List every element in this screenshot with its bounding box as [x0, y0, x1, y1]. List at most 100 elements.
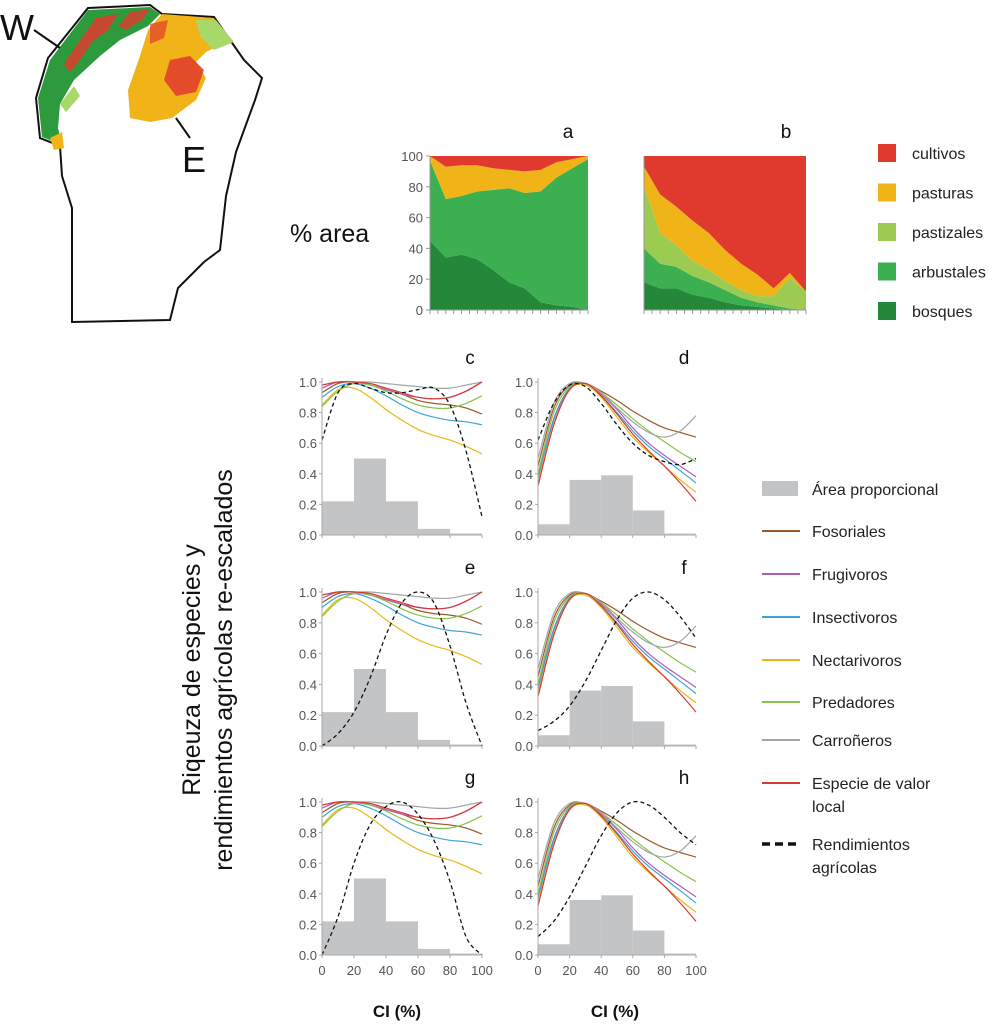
curve-panel-g: 0.0 0.2 0.4 0.6 0.8 1.0 0 20 40 60 80 100 g [299, 768, 493, 978]
map-label-e: E [182, 139, 206, 180]
curve-g-hist-bar [386, 921, 418, 955]
curve-e-ytick-label: 0.6 [299, 647, 317, 662]
curve-e-line-Predadores [321, 592, 483, 620]
curve-h-line-Especie de valor local [537, 802, 697, 922]
curve-f-line-Especie de valor local [537, 592, 697, 713]
curve-d-ytick-label: 0.6 [515, 436, 533, 451]
curve-c-ytick-label: 1.0 [299, 375, 317, 390]
curve-panel-f: 0.0 0.2 0.4 0.6 0.8 1.0 f [515, 558, 697, 754]
curve-h-ytick-label: 0.4 [515, 887, 533, 902]
curve-g-hist-bar [418, 948, 450, 955]
curve-c-line-Insectivoros [321, 382, 483, 426]
curve-legend-label: Carroñeros [812, 733, 892, 750]
panel-label-e: e [465, 558, 476, 579]
stack-b-area-pastizales [644, 186, 806, 310]
curve-e-line-Especie de valor local [321, 591, 483, 610]
curve-g-xtick-label: 20 [347, 963, 361, 978]
curve-g-line-Nectarivoros [321, 806, 483, 875]
stack-a-ytick-label: 80 [409, 180, 423, 195]
curve-legend-label: Área proporcional [812, 480, 938, 499]
curve-c-ytick-label: 0.0 [299, 528, 317, 543]
panel-label-f: f [681, 558, 687, 579]
region-map: W E [0, 3, 264, 324]
curve-d-line-Especie de valor local [537, 382, 697, 502]
curve-d-line-Predadores [537, 382, 697, 474]
curve-e-ytick-label: 0.4 [299, 677, 317, 692]
curve-e-line-Nectarivoros [321, 596, 483, 665]
curve-h-line-Insectivoros [537, 802, 697, 904]
curves-ylabel-line1: Riqeuza de especies y [178, 544, 206, 796]
curve-d-ytick-label: 0.8 [515, 406, 533, 421]
stack-legend-label-bosques: bosques [912, 304, 973, 321]
map-west-crops-2 [118, 9, 150, 30]
curve-f-line-Predadores [537, 592, 697, 685]
curve-legend: Área proporcional Fosoriales Frugivoros Ins… [762, 480, 938, 877]
curve-c-ytick-label: 0.8 [299, 406, 317, 421]
stack-legend-label-arbustales: arbustales [912, 265, 986, 282]
stack-a-area-cultivos [430, 156, 588, 172]
stack-a-ytick-label: 40 [409, 241, 423, 256]
curve-h-hist-bar [569, 899, 602, 955]
curve-g-hist-bar [354, 878, 386, 955]
stack-a-ytick-label: 60 [409, 211, 423, 226]
curve-legend-label-2: local [812, 799, 845, 816]
panel-label-h: h [679, 768, 690, 789]
curve-g-ytick-label: 1.0 [299, 795, 317, 810]
curve-legend-label-2: agrícolas [812, 860, 877, 877]
curve-c-ytick-label: 0.2 [299, 497, 317, 512]
curve-d-hist-bar [664, 533, 696, 535]
map-west-forest [38, 7, 160, 145]
curve-g-ytick-label: 0.0 [299, 948, 317, 963]
curve-legend-label: Rendimientos [812, 837, 910, 854]
curve-c-line-Rendimientos agrícolas [321, 382, 483, 517]
curve-g-xtick-label: 40 [379, 963, 393, 978]
curve-panel-d: 0.0 0.2 0.4 0.6 0.8 1.0 d [515, 348, 697, 543]
curve-h-xtick-label: 100 [685, 963, 707, 978]
curve-d-hist-bar [632, 510, 665, 535]
curve-legend-swatch-area [762, 481, 798, 496]
xlabel-left: CI (%) [373, 1002, 421, 1021]
curve-legend-label: Nectarivoros [812, 653, 902, 670]
curve-g-ytick-label: 0.8 [299, 826, 317, 841]
curve-g-ytick-label: 0.4 [299, 887, 317, 902]
curve-g-hist-bar [450, 953, 482, 955]
map-pointer-w [33, 29, 61, 49]
stack-ylabel: % area [290, 220, 369, 248]
stack-legend-swatch-pastizales [878, 223, 896, 241]
map-east-grass [196, 20, 234, 50]
curve-e-ytick-label: 1.0 [299, 585, 317, 600]
curve-g-xtick-label: 80 [443, 963, 457, 978]
curve-f-ytick-label: 0.6 [515, 647, 533, 662]
curve-c-ytick-label: 0.6 [299, 436, 317, 451]
stack-legend-swatch-bosques [878, 302, 896, 320]
curve-h-line-Rendimientos agrícolas [537, 800, 697, 938]
curve-g-line-Especie de valor local [321, 801, 483, 820]
curve-f-hist-bar [569, 690, 602, 746]
panel-label-c: c [465, 348, 475, 369]
map-east-crops-2 [150, 20, 168, 44]
curve-e-line-Rendimientos agrícolas [321, 591, 483, 747]
curve-d-line-Carroñeros [537, 381, 697, 459]
map-west-crops [64, 14, 118, 72]
curve-f-ytick-label: 0.0 [515, 739, 533, 754]
curve-c-hist-bar [418, 528, 450, 535]
curve-f-ytick-label: 1.0 [515, 585, 533, 600]
panel-label-g: g [465, 768, 476, 789]
curve-c-hist-bar [386, 501, 418, 535]
curve-e-hist-bar [322, 712, 354, 746]
curve-h-line-Carroñeros [537, 801, 697, 879]
curve-f-line-Carroñeros [537, 591, 697, 670]
curve-c-hist-bar [354, 458, 386, 535]
stack-legend-label-pastizales: pastizales [912, 225, 983, 242]
panel-label-a: a [563, 122, 574, 143]
stack-b-area-bosques [644, 282, 806, 310]
curve-c-line-Predadores [321, 382, 483, 410]
curve-c-ytick-label: 0.4 [299, 467, 317, 482]
curve-d-line-Fosoriales [537, 381, 697, 467]
curve-g-hist-bar [322, 921, 354, 955]
curve-h-ytick-label: 1.0 [515, 795, 533, 810]
curve-e-ytick-label: 0.0 [299, 739, 317, 754]
curve-h-ytick-label: 0.8 [515, 826, 533, 841]
curve-d-ytick-label: 0.0 [515, 528, 533, 543]
curve-g-ytick-label: 0.2 [299, 917, 317, 932]
